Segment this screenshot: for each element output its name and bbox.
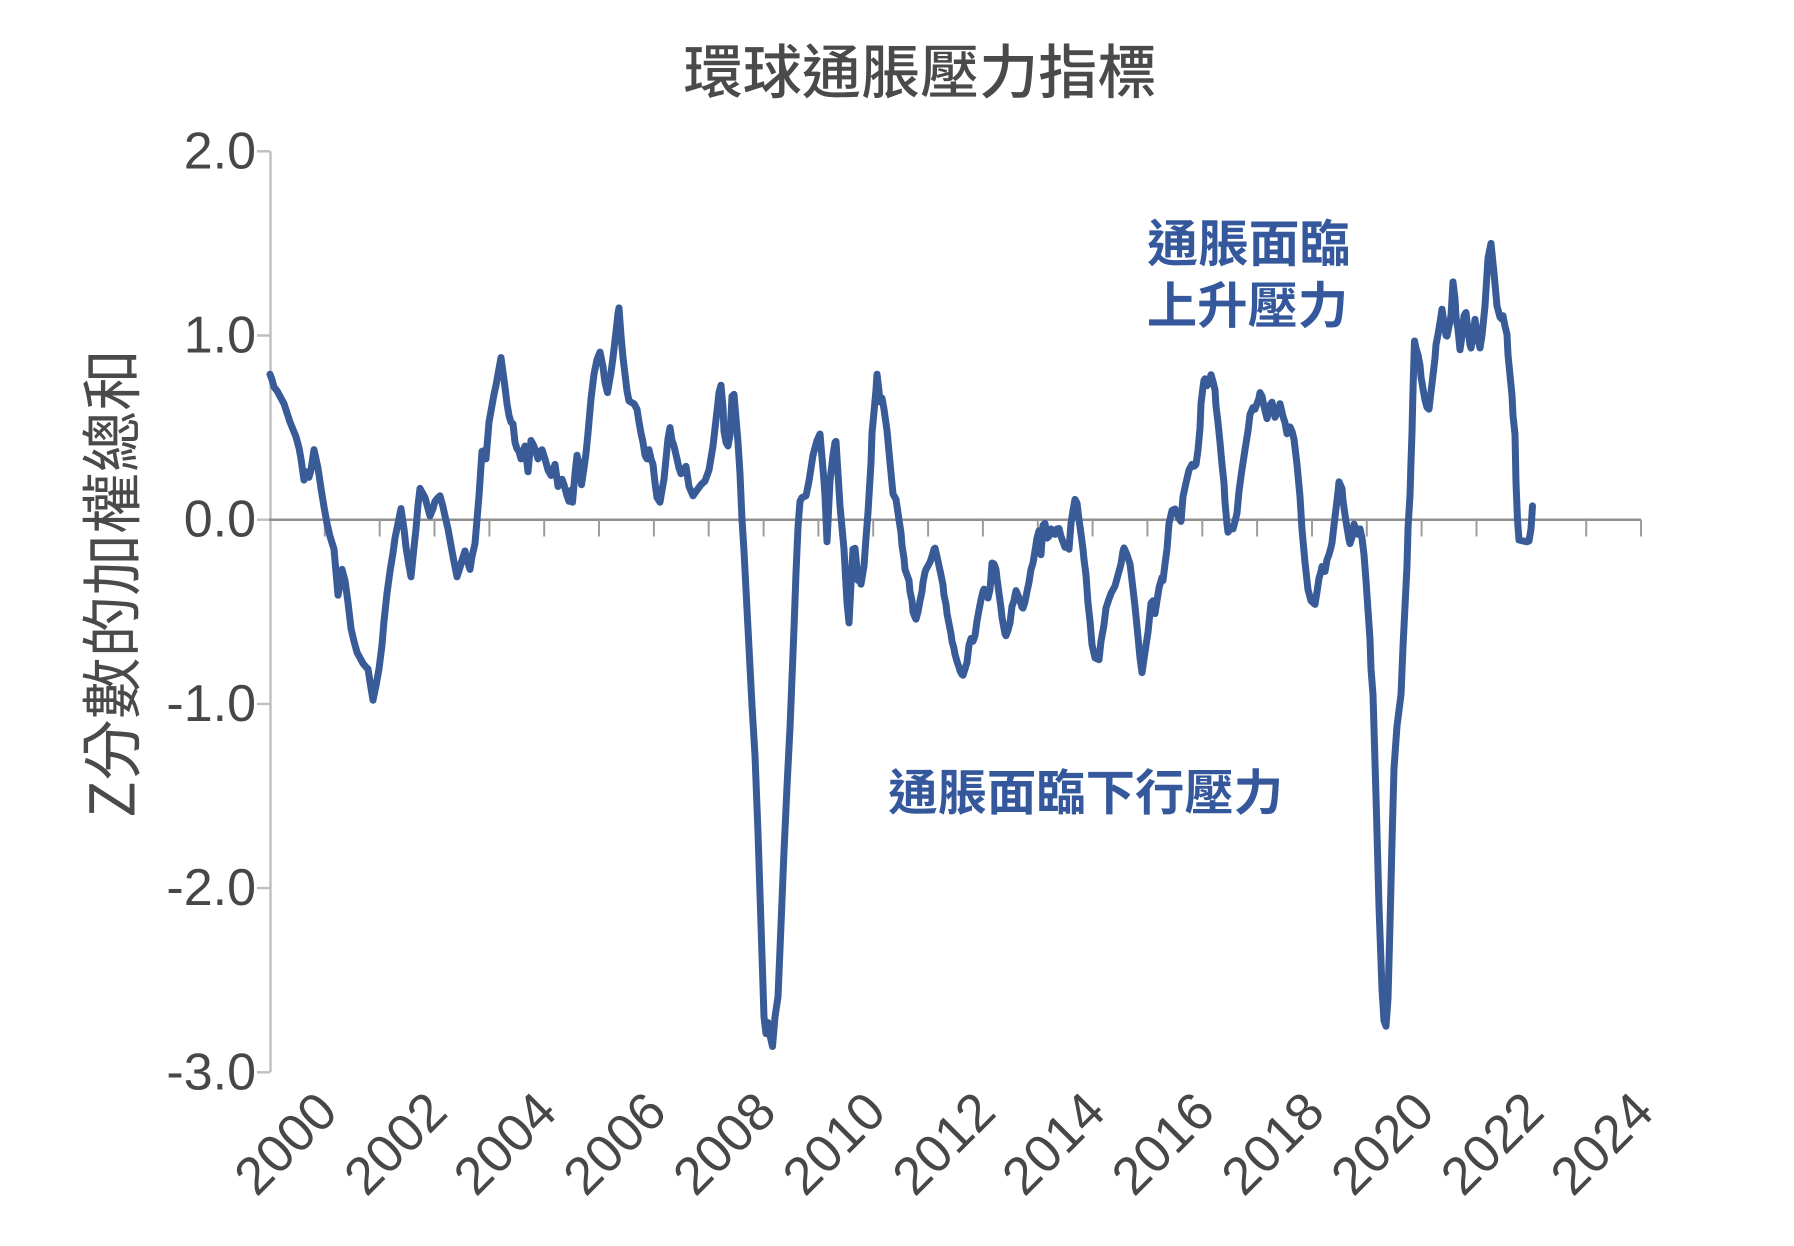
svg-text:1.0: 1.0 [184, 307, 256, 365]
svg-text:2.0: 2.0 [184, 122, 256, 180]
svg-text:-2.0: -2.0 [166, 859, 256, 917]
svg-text:0.0: 0.0 [184, 491, 256, 549]
svg-text:-1.0: -1.0 [166, 675, 256, 733]
svg-text:-3.0: -3.0 [166, 1043, 256, 1101]
